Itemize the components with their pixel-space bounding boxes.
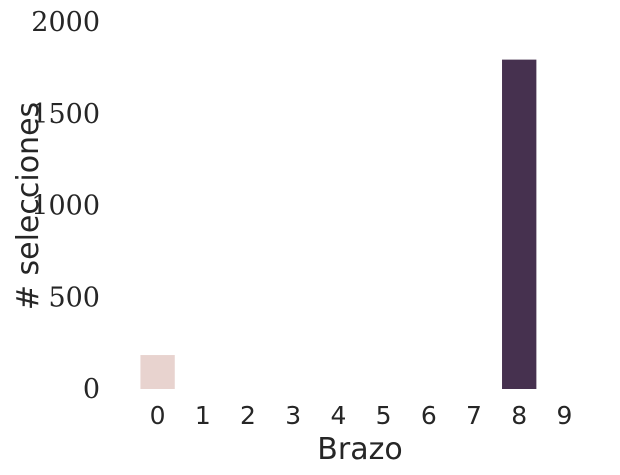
y-tick-label: 1000 [31,191,100,222]
y-tick-label: 2000 [31,7,100,38]
y-axis-label: # selecciones [11,102,46,310]
x-tick-label: 1 [195,401,211,430]
x-tick-label: 8 [511,401,527,430]
y-axis-ticks: 0 500 1000 1500 2000 [31,7,100,405]
bar-0 [140,355,175,389]
x-axis-label: Brazo [317,432,402,467]
x-tick-label: 6 [421,401,437,430]
x-tick-label: 0 [150,401,166,430]
y-tick-label: 500 [48,282,100,313]
bar-8 [502,59,537,390]
x-tick-label: 5 [376,401,392,430]
y-tick-label: 1500 [31,99,100,130]
x-tick-label: 9 [556,401,572,430]
x-tick-label: 2 [240,401,256,430]
x-tick-label: 4 [330,401,346,430]
y-tick-label: 0 [83,374,100,405]
x-tick-label: 3 [285,401,301,430]
x-tick-label: 7 [466,401,482,430]
bars [140,59,537,390]
